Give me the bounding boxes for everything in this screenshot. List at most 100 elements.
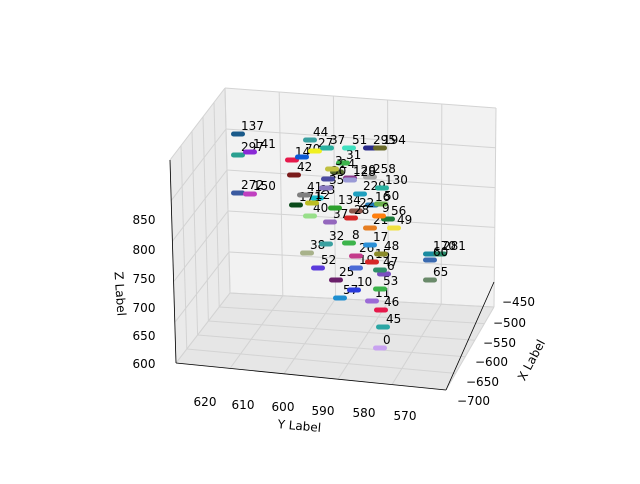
point-marker bbox=[374, 251, 388, 257]
point-label: 22 bbox=[359, 196, 374, 210]
point-label: 128 bbox=[353, 165, 376, 179]
point-marker bbox=[365, 298, 379, 304]
grid-line bbox=[208, 320, 475, 341]
point-marker bbox=[376, 324, 390, 330]
point-marker bbox=[231, 190, 245, 196]
data-point: 60 bbox=[423, 245, 448, 263]
point-marker bbox=[373, 345, 387, 351]
point-marker bbox=[373, 267, 387, 273]
data-point: 46 bbox=[374, 295, 399, 313]
point-marker bbox=[363, 174, 377, 180]
point-marker bbox=[333, 295, 347, 301]
point-marker bbox=[310, 195, 324, 201]
point-marker bbox=[305, 200, 319, 206]
point-label: 38 bbox=[310, 238, 325, 252]
point-marker bbox=[374, 201, 388, 207]
grid-line bbox=[227, 210, 495, 228]
data-point: 17 bbox=[363, 230, 388, 248]
data-point: 3 bbox=[325, 154, 343, 172]
point-marker bbox=[433, 251, 447, 257]
data-point: 28 bbox=[344, 203, 369, 221]
data-point: 49 bbox=[387, 213, 412, 231]
z-axis-label: Z Label bbox=[111, 271, 128, 316]
grid-line bbox=[169, 87, 226, 161]
data-point: 47 bbox=[373, 255, 398, 273]
point-marker bbox=[297, 192, 311, 198]
point-marker bbox=[303, 213, 317, 219]
point-marker bbox=[231, 131, 245, 137]
point-marker bbox=[375, 185, 389, 191]
y-tick-label: 590 bbox=[312, 404, 335, 418]
z-tick-label: 800 bbox=[133, 243, 156, 257]
x-tick-label: −650 bbox=[466, 375, 499, 389]
point-label: 44 bbox=[313, 125, 328, 139]
grid-line bbox=[172, 169, 228, 242]
point-marker bbox=[349, 265, 363, 271]
point-marker bbox=[287, 172, 301, 178]
point-label: 35 bbox=[329, 173, 344, 187]
point-marker bbox=[319, 241, 333, 247]
x-tick-label: −600 bbox=[475, 355, 508, 369]
point-label: 28 bbox=[354, 203, 369, 217]
point-label: 137 bbox=[241, 119, 264, 133]
point-label: 65 bbox=[433, 265, 448, 279]
point-label: 52 bbox=[321, 253, 336, 267]
y-tick-label: 620 bbox=[194, 395, 217, 409]
grid-line bbox=[337, 301, 389, 380]
point-label: 48 bbox=[384, 239, 399, 253]
point-label: 8 bbox=[352, 228, 360, 242]
point-label: 6 bbox=[387, 259, 395, 273]
point-label: 16 bbox=[375, 190, 390, 204]
z-tick-label: 700 bbox=[133, 301, 156, 315]
z-axis-line bbox=[169, 159, 177, 364]
point-marker bbox=[231, 152, 245, 158]
data-point: 65 bbox=[423, 265, 448, 283]
grid-line bbox=[175, 292, 231, 364]
data-point: 0 bbox=[373, 333, 391, 351]
point-marker bbox=[343, 177, 357, 183]
grid-line bbox=[219, 306, 485, 325]
grid-line bbox=[213, 102, 220, 308]
data-point: 52 bbox=[311, 253, 336, 271]
grid-line bbox=[225, 128, 496, 149]
point-marker bbox=[377, 271, 391, 277]
grid-line bbox=[228, 251, 495, 268]
z-tick-label: 850 bbox=[133, 213, 156, 227]
data-point: 6 bbox=[377, 259, 395, 277]
point-marker bbox=[342, 240, 356, 246]
point-label: 170 bbox=[433, 239, 456, 253]
data-point: 48 bbox=[374, 239, 399, 257]
grid-line bbox=[387, 99, 389, 302]
point-marker bbox=[329, 277, 343, 283]
point-label: 41 bbox=[307, 180, 322, 194]
point-marker bbox=[373, 286, 387, 292]
data-point: 45 bbox=[376, 312, 401, 330]
point-marker bbox=[363, 242, 377, 248]
data-point: 194 bbox=[373, 133, 406, 151]
z-tick-label: 600 bbox=[133, 357, 156, 371]
point-label: 47 bbox=[383, 255, 398, 269]
point-label: 17 bbox=[373, 230, 388, 244]
data-point: 134 bbox=[328, 193, 361, 211]
point-marker bbox=[344, 215, 358, 221]
point-marker bbox=[243, 149, 257, 155]
point-label: 3 bbox=[335, 154, 343, 168]
point-label: 31 bbox=[346, 148, 361, 162]
point-marker bbox=[374, 307, 388, 313]
data-point: 130 bbox=[375, 173, 408, 191]
grid-line bbox=[191, 131, 199, 336]
point-label: 120 bbox=[353, 163, 376, 177]
y-tick-label: 610 bbox=[232, 398, 255, 412]
y-axis-line bbox=[175, 362, 447, 391]
point-label: 53 bbox=[383, 274, 398, 288]
point-marker bbox=[423, 277, 437, 283]
grid-line bbox=[391, 303, 442, 385]
point-label: 12 bbox=[315, 188, 330, 202]
point-marker bbox=[365, 259, 379, 265]
x-tick-label: −500 bbox=[493, 316, 526, 330]
point-marker bbox=[336, 160, 350, 166]
data-point: 37 bbox=[320, 133, 345, 151]
y-tick-label: 600 bbox=[272, 400, 295, 414]
point-label: 49 bbox=[397, 213, 412, 227]
